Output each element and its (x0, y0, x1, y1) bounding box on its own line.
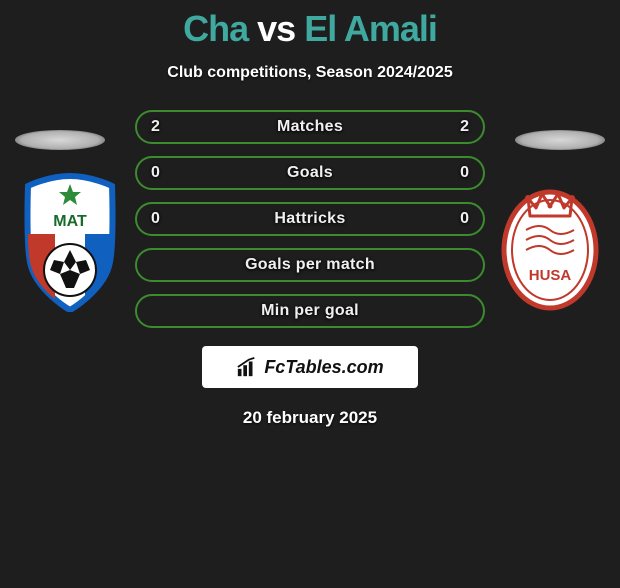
player1-silhouette-shadow (15, 130, 105, 150)
page-title: Cha vs El Amali (0, 8, 620, 50)
team2-crest: HUSA (500, 172, 600, 312)
stat-label: Goals per match (245, 256, 375, 274)
stat-label: Hattricks (274, 210, 345, 228)
brand-name: FcTables.com (264, 357, 383, 378)
brand-logo: FcTables.com (202, 346, 418, 388)
vs-label: vs (257, 8, 295, 49)
svg-text:HUSA: HUSA (529, 267, 572, 284)
stats-list: 2 Matches 2 0 Goals 0 0 Hattricks 0 Goals per mat… (135, 110, 485, 328)
comparison-panel: MAT HUSA 2Matches20Goals00Hattricks0G (0, 110, 620, 428)
stat-value-right: 0 (460, 164, 469, 182)
stat-row: Goals per match (135, 248, 485, 282)
stat-value-right: 0 (460, 210, 469, 228)
team1-crest-svg: MAT (20, 172, 120, 312)
player2-name: El Amali (304, 8, 437, 49)
stat-label: Matches (277, 118, 343, 136)
stat-row: 0 Goals 0 (135, 156, 485, 190)
stat-value-left: 0 (151, 164, 160, 182)
stat-value-right: 2 (460, 118, 469, 136)
bar-chart-icon (236, 356, 258, 378)
match-date: 20 february 2025 (0, 408, 620, 428)
stat-label: Goals (287, 164, 333, 182)
stat-row: 2 Matches 2 (135, 110, 485, 144)
stat-row: Min per goal (135, 294, 485, 328)
stat-value-left: 0 (151, 210, 160, 228)
subtitle: Club competitions, Season 2024/2025 (0, 64, 620, 82)
team1-crest: MAT (20, 172, 120, 312)
team2-crest-svg: HUSA (500, 172, 600, 312)
player1-name: Cha (183, 8, 248, 49)
stat-row: 0 Hattricks 0 (135, 202, 485, 236)
player2-silhouette-shadow (515, 130, 605, 150)
svg-text:MAT: MAT (53, 213, 87, 230)
stat-value-left: 2 (151, 118, 160, 136)
stat-label: Min per goal (261, 302, 359, 320)
